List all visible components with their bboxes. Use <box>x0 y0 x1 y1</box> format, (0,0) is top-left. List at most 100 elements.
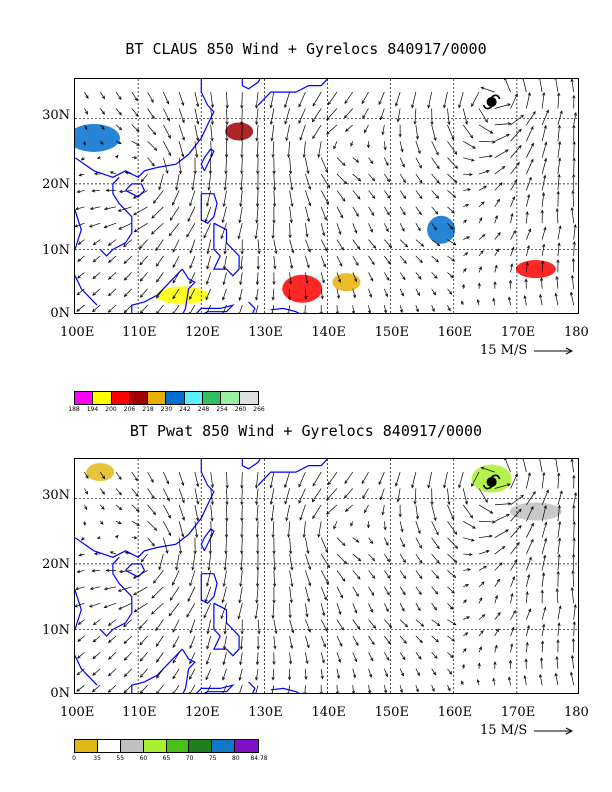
map-1-legend <box>74 391 259 405</box>
shaded-region <box>75 124 120 152</box>
wind-arrow <box>539 277 544 289</box>
wind-arrow <box>541 537 548 555</box>
wind-arrow <box>461 680 465 686</box>
wind-arrow <box>123 684 133 693</box>
wind-arrow <box>541 141 548 158</box>
wind-arrow <box>225 488 229 506</box>
legend-label: 260 <box>234 406 247 413</box>
wind-arrow <box>225 92 229 109</box>
wind-arrow <box>255 652 260 666</box>
wind-arrow <box>447 652 454 659</box>
wind-arrow <box>458 92 464 109</box>
wind-arrow <box>336 537 346 547</box>
wind-arrow <box>367 305 372 313</box>
wind-arrow <box>256 537 260 555</box>
wind-arrow <box>494 214 498 224</box>
coastline <box>270 687 300 693</box>
wind-arrow <box>256 174 260 191</box>
wind-arrow <box>84 471 89 479</box>
wind-arrow <box>99 141 104 145</box>
wind-arrow <box>384 190 391 199</box>
wind-arrow <box>541 471 546 489</box>
wind-arrow <box>163 521 172 537</box>
map-2-panel <box>74 458 579 694</box>
wind-arrow <box>77 255 85 262</box>
wind-arrow <box>447 288 453 295</box>
wind-arrow <box>399 652 406 661</box>
wind-arrow <box>223 255 227 270</box>
wind-arrow <box>172 190 180 206</box>
wind-arrow <box>255 288 259 301</box>
wind-arrow <box>172 668 180 680</box>
coastline <box>200 528 215 552</box>
wind-arrow <box>288 223 292 239</box>
wind-arrow <box>478 520 496 524</box>
legend-swatch <box>221 392 240 404</box>
wind-arrow <box>384 553 391 563</box>
wind-arrow <box>494 182 503 191</box>
wind-arrow <box>510 626 515 637</box>
wind-arrow <box>478 488 488 503</box>
wind-arrow <box>83 521 87 526</box>
wind-arrow <box>480 86 495 93</box>
wind-arrow <box>494 644 498 653</box>
wind-arrow <box>189 190 196 207</box>
wind-arrow <box>526 244 530 257</box>
wind-arrow <box>415 504 420 520</box>
wind-arrow <box>431 173 440 184</box>
wind-arrow <box>463 157 475 162</box>
wind-arrow <box>256 255 260 270</box>
wind-arrow <box>131 520 141 526</box>
wind-arrow <box>510 128 522 142</box>
wind-arrow <box>345 124 353 132</box>
map-2-ytick-10n: 10N <box>42 623 70 638</box>
wind-arrow <box>239 272 243 286</box>
wind-arrow <box>131 108 139 117</box>
legend-label: 188 <box>68 406 80 413</box>
wind-arrow <box>155 239 164 252</box>
wind-arrow <box>521 79 527 93</box>
wind-arrow <box>91 684 101 693</box>
wind-arrow <box>223 174 227 191</box>
wind-arrow <box>270 124 275 142</box>
wind-arrow <box>303 685 307 693</box>
wind-arrow <box>447 239 457 246</box>
wind-arrow <box>447 173 458 184</box>
gyre-location-icon <box>482 474 501 490</box>
wind-arrow <box>107 619 117 626</box>
wind-arrow <box>269 488 275 506</box>
wind-arrow <box>91 569 101 573</box>
wind-arrow <box>541 157 548 175</box>
wind-arrow <box>431 305 435 312</box>
wind-arrow <box>541 91 546 109</box>
wind-arrow <box>415 537 422 549</box>
wind-arrow <box>305 619 311 633</box>
wind-arrow <box>221 685 227 693</box>
shaded-region <box>515 260 556 279</box>
wind-arrow <box>366 521 371 529</box>
wind-arrow <box>399 157 405 168</box>
wind-arrow <box>139 272 148 282</box>
map-2-ytick-20n: 20N <box>42 557 70 572</box>
wind-arrow <box>541 109 549 126</box>
wind-arrow <box>272 652 276 666</box>
coastline <box>75 589 98 686</box>
wind-arrow <box>255 190 260 208</box>
wind-arrow <box>99 504 105 510</box>
wind-arrow <box>570 79 575 93</box>
wind-arrow <box>478 170 490 175</box>
wind-arrow <box>194 504 200 522</box>
wind-arrow <box>255 124 259 142</box>
wind-arrow <box>539 673 543 686</box>
wind-arrow <box>478 504 494 514</box>
wind-arrow <box>147 141 158 151</box>
wind-arrow <box>399 223 405 232</box>
map-2-scale-label: 15 M/S <box>480 723 528 738</box>
wind-arrow <box>107 668 117 677</box>
wind-arrow <box>222 288 227 301</box>
wind-arrow <box>287 305 291 313</box>
wind-arrow <box>396 108 401 123</box>
legend-label: 0 <box>72 755 76 762</box>
wind-arrow <box>298 488 306 504</box>
wind-arrow <box>336 190 346 202</box>
